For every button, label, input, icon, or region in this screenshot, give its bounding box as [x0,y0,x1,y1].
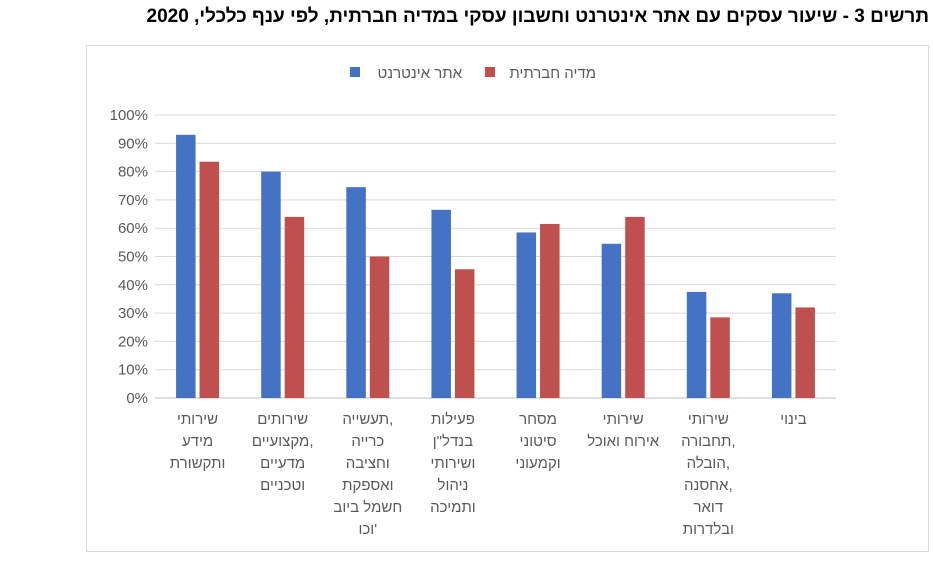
category-label-line: כרייה [351,433,384,450]
category-label-line: תעשייה, [342,411,393,428]
category-label-line: בנדל"ן [433,433,473,450]
bar-website-6 [686,291,707,398]
category-label: שירותי מידע ותקשורת [170,411,226,472]
bar-social-3 [454,269,475,398]
bar-social-6 [710,317,730,398]
category-label-line: שירותים [257,411,308,428]
bar-social-7 [795,307,815,398]
y-tick-label: 20% [118,333,148,350]
category-label-line: וקמעוני [515,455,560,472]
bar-website-3 [431,209,451,398]
category-label-line: דואר [693,499,723,516]
category-label-line: שירותי [177,411,218,428]
category-label-line: ותמיכה [430,499,476,516]
category-label-line: סיטוני [519,433,556,450]
legend-swatch-social [485,67,495,77]
bar-social-2 [369,256,390,398]
category-label-line: אירוח ואוכל [587,433,660,450]
category-label-line: בינוי [780,411,807,428]
category-label: בינוי [780,411,807,428]
category-label-line: ובלדרות [683,521,734,538]
legend-label-website: אתר אינטרנט [377,65,462,82]
bar-website-0 [176,134,196,398]
category-label-line: ואספקת [342,477,393,494]
bar-social-4 [540,223,560,398]
category-label-line: שירותי [603,411,644,428]
category-label-line: מידע [182,433,213,450]
category-label-line: ניהול [438,477,469,494]
bar-website-4 [516,232,537,398]
category-label-line: חשמל ביוב [333,499,402,516]
category-label-line: מדעיים [260,455,305,472]
y-tick-label: 90% [118,135,148,152]
y-tick-label: 70% [118,192,148,209]
category-label: מסחר סיטוני וקמעוני [515,411,560,472]
bar-website-1 [261,171,281,398]
category-label-line: מסחר [519,411,557,428]
category-label-line: מקצועיים, [252,433,314,450]
category-label: שירותי אירוח ואוכל [587,411,660,450]
category-label-line: וחציבה [346,455,390,472]
y-tick-label: 10% [118,362,148,379]
category-label: שירותים מקצועיים, מדעיים וטכניים [252,411,314,494]
y-tick-label: 80% [118,164,148,181]
category-label-line: וכו' [359,521,378,538]
y-tick-label: 40% [118,277,148,294]
legend-label-social: מדיה חברתית [509,65,596,82]
y-tick-label: 30% [118,305,148,322]
y-tick-label: 50% [118,249,148,266]
category-label-line: וטכניים [260,477,305,494]
category-label: פעילות בנדל"ן ושירותי ניהול ותמיכה [430,411,476,516]
category-label-line: ושירותי [430,455,475,472]
legend-swatch-website [350,67,360,77]
y-tick-label: 0% [126,390,148,407]
category-label-line: אחסנה, [684,477,733,494]
category-label: שירותי תחבורה, הובלה, אחסנה, דואר ובלדרות [681,411,735,538]
chart-title: תרשים 3 - שיעור עסקים עם אתר אינטרנט וחש… [146,6,929,27]
category-label-line: שירותי [688,411,729,428]
bar-website-5 [601,243,622,398]
y-tick-label: 100% [110,107,148,124]
category-label-line: פעילות [431,411,475,428]
chart-frame [86,45,929,552]
bar-social-0 [199,161,220,398]
y-tick-label: 60% [118,220,148,237]
bar-website-2 [346,187,366,398]
bar-social-5 [625,216,645,398]
category-label: תעשייה, כרייה וחציבה ואספקת חשמל ביוב וכו' [333,411,402,538]
bar-website-7 [771,293,792,398]
category-label-line: ותקשורת [170,455,226,472]
category-label-line: הובלה, [687,455,730,472]
bar-social-1 [284,216,305,398]
category-label-line: תחבורה, [681,433,735,450]
